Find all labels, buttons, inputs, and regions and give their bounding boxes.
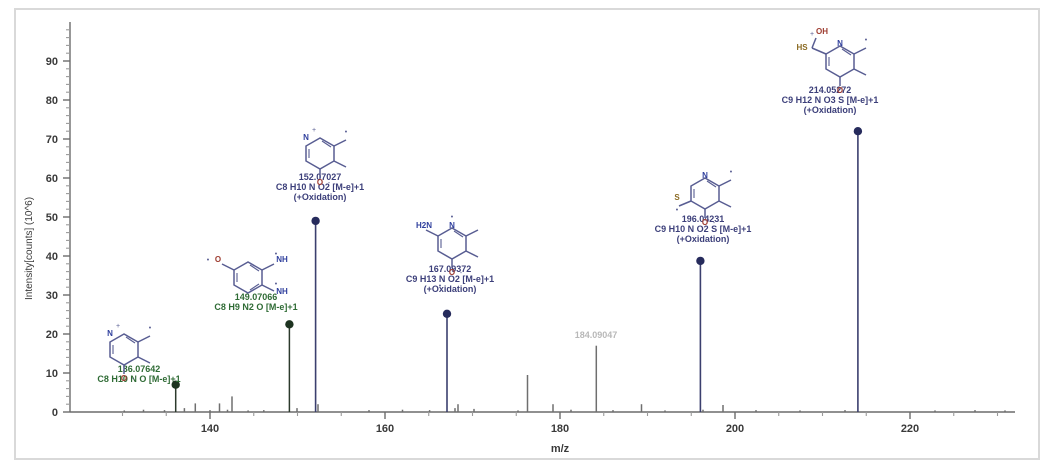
- x-tick-label-220: 220: [901, 423, 919, 435]
- peak-152-marker: [311, 216, 320, 226]
- svg-text:•: •: [439, 283, 442, 290]
- peak-136-marker: [171, 380, 180, 389]
- peak-152-oxidation-label: (+Oxidation): [294, 192, 347, 202]
- peak-214-marker: [853, 127, 863, 136]
- x-tick-label-140: 140: [201, 423, 219, 435]
- svg-text:O: O: [837, 86, 843, 95]
- y-tick-label-70: 70: [46, 134, 58, 146]
- svg-text:+: +: [810, 31, 814, 38]
- peak-149-marker: [285, 320, 294, 329]
- peak-196-mz-label: 196.04231: [682, 214, 725, 224]
- peak-152-structure: N O - • +: [303, 127, 348, 187]
- peak-136-formula-label: C8 H10 N O [M-e]+1: [97, 374, 180, 384]
- y-axis-ticks: [63, 29, 70, 413]
- svg-text:•: •: [149, 325, 152, 332]
- svg-text:-: -: [713, 220, 716, 227]
- peak-167-oxidation-label: (+Oxidation): [424, 284, 477, 294]
- peak-196-formula-label: C9 H10 N O2 S [M-e]+1: [655, 224, 752, 234]
- peak-214-mz-label: 214.05272: [809, 85, 852, 95]
- svg-text:N: N: [837, 39, 843, 48]
- svg-text:O: O: [702, 218, 708, 227]
- peak-136-mz-label: 136.07642: [118, 364, 161, 374]
- svg-text:O: O: [215, 255, 221, 264]
- svg-text:N: N: [702, 171, 708, 180]
- svg-text:OH: OH: [816, 27, 828, 36]
- x-tick-label-200: 200: [726, 423, 744, 435]
- x-tick-label-160: 160: [376, 423, 394, 435]
- svg-text:•: •: [275, 251, 278, 258]
- peak-149-formula-label: C8 H9 N2 O [M-e]+1: [214, 302, 297, 312]
- svg-text:+: +: [312, 127, 316, 134]
- svg-text:H2N: H2N: [416, 221, 432, 230]
- svg-text:•: •: [865, 37, 868, 44]
- peak-214-formula-label: C9 H12 N O3 S [M-e]+1: [782, 95, 879, 105]
- y-tick-label-30: 30: [46, 290, 58, 302]
- svg-text:N: N: [303, 133, 309, 142]
- svg-text:•: •: [345, 129, 348, 136]
- y-tick-label-20: 20: [46, 329, 58, 341]
- y-tick-label-60: 60: [46, 173, 58, 185]
- svg-text:-: -: [460, 270, 463, 277]
- x-axis-title: m/z: [551, 443, 570, 455]
- y-tick-label-10: 10: [46, 368, 58, 380]
- peak-214-structure: N HS OH O - • +: [796, 27, 867, 95]
- svg-text:-: -: [848, 88, 851, 95]
- svg-text:HS: HS: [796, 43, 808, 52]
- peak-149-mz-label: 149.07066: [235, 292, 278, 302]
- peak-149: 149.07066 C8 H9 N2 O [M-e]+1 O NH NH • •…: [207, 251, 298, 412]
- peak-152: 152.07027 C8 H10 N O2 [M-e]+1 (+Oxidatio…: [276, 127, 364, 412]
- svg-text:NH: NH: [276, 287, 288, 296]
- peak-136-structure: N O - • +: [107, 323, 152, 383]
- svg-text:-: -: [328, 180, 331, 187]
- svg-text:N: N: [107, 329, 113, 338]
- svg-text:N: N: [449, 221, 455, 230]
- svg-text:•: •: [451, 214, 454, 221]
- y-tick-label-0: 0: [52, 407, 58, 419]
- x-axis-ticks: [121, 412, 999, 419]
- svg-text:-: -: [132, 376, 135, 383]
- peak-196-oxidation-label: (+Oxidation): [677, 234, 730, 244]
- peak-196-marker: [696, 256, 705, 266]
- peak-184: 184.09047: [575, 330, 618, 412]
- y-tick-label-90: 90: [46, 56, 58, 68]
- peak-167-structure: N H2N O - • •: [416, 214, 479, 290]
- svg-text:S: S: [674, 193, 680, 202]
- svg-text:•: •: [676, 207, 679, 214]
- svg-text:O: O: [449, 268, 455, 277]
- svg-text:+: +: [116, 323, 120, 330]
- peak-136: 136.07642 C8 H10 N O [M-e]+1 N O - • +: [97, 323, 181, 412]
- y-axis-title: Intensity[counts] (10^6): [24, 197, 35, 300]
- peak-184-mz-label: 184.09047: [575, 330, 618, 340]
- peak-167: 167.09372 C9 H13 N O2 [M-e]+1 (+Oxidatio…: [406, 214, 494, 412]
- y-tick-label-50: 50: [46, 212, 58, 224]
- svg-text:NH: NH: [276, 255, 288, 264]
- peak-149-structure: O NH NH • • •: [207, 251, 288, 296]
- peak-196-structure: N S O - • •: [674, 169, 732, 227]
- svg-text:•: •: [275, 281, 278, 288]
- svg-text:•: •: [207, 257, 210, 264]
- peak-152-formula-label: C8 H10 N O2 [M-e]+1: [276, 182, 364, 192]
- svg-text:O: O: [317, 178, 323, 187]
- peak-196: 196.04231 C9 H10 N O2 S [M-e]+1 (+Oxidat…: [655, 169, 752, 412]
- peak-167-marker: [442, 309, 452, 318]
- peak-214: 214.05272 C9 H12 N O3 S [M-e]+1 (+Oxidat…: [782, 27, 879, 412]
- x-tick-label-180: 180: [551, 423, 569, 435]
- peak-167-formula-label: C9 H13 N O2 [M-e]+1: [406, 274, 494, 284]
- peak-167-mz-label: 167.09372: [429, 264, 472, 274]
- minor-peaks: [123, 375, 1006, 412]
- peak-214-oxidation-label: (+Oxidation): [804, 105, 857, 115]
- svg-text:O: O: [121, 374, 127, 383]
- y-tick-label-40: 40: [46, 251, 58, 263]
- svg-text:•: •: [730, 169, 733, 176]
- y-tick-label-80: 80: [46, 95, 58, 107]
